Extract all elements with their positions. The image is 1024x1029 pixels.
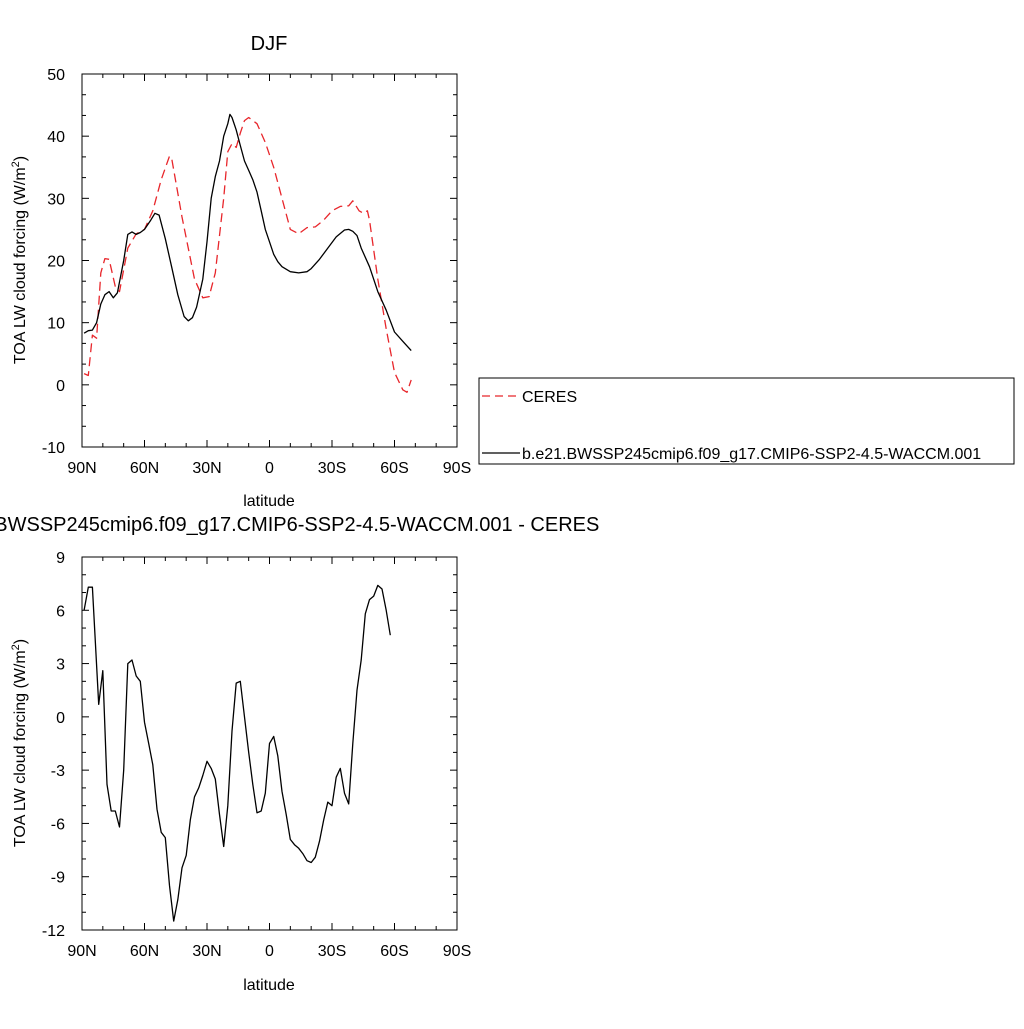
top-panel: DJF 90N 60N 30N 0 30S 60S 90S -10 0 10 20 30 40 50 l… — [10, 33, 471, 510]
bottom-x-tick-label: 30N — [192, 943, 221, 960]
top-y-axis-label: TOA LW cloud forcing (W/m2) — [10, 156, 29, 364]
top-y-axis-label-close: ) — [12, 156, 29, 161]
top-series-group — [83, 113, 412, 393]
top-x-axis-label: latitude — [243, 493, 295, 510]
bottom-y-tick-label: 6 — [56, 603, 65, 620]
top-x-tick-label: 90S — [443, 460, 471, 477]
top-series-line-ceres — [83, 116, 412, 393]
top-x-axis: 90N 60N 30N 0 30S 60S 90S — [67, 74, 471, 477]
bottom-x-axis-label: latitude — [243, 977, 295, 994]
top-x-tick-label: 30N — [192, 460, 221, 477]
bottom-x-tick-label: 60N — [130, 943, 159, 960]
bottom-x-tick-label: 60S — [380, 943, 408, 960]
bottom-x-axis: 90N 60N 30N 0 30S 60S 90S — [67, 557, 471, 960]
top-y-axis: -10 0 10 20 30 40 50 — [42, 67, 457, 457]
bottom-y-tick-label: -9 — [51, 870, 65, 887]
top-y-axis-label-main: TOA LW cloud forcing (W/m — [12, 167, 29, 364]
legend-label-ceres: CERES — [522, 389, 577, 406]
top-y-tick-label: 20 — [47, 254, 65, 271]
top-series-line-model — [83, 113, 412, 352]
bottom-y-tick-label: -3 — [51, 763, 65, 780]
legend: CERES b.e21.BWSSP245cmip6.f09_g17.CMIP6-… — [478, 377, 1015, 465]
bottom-x-tick-label: 90S — [443, 943, 471, 960]
bottom-y-tick-label: 0 — [56, 710, 65, 727]
top-x-tick-label: 60N — [130, 460, 159, 477]
top-x-tick-label: 30S — [318, 460, 346, 477]
bottom-y-tick-label: 9 — [56, 550, 65, 567]
bottom-series-line-difference — [83, 584, 391, 922]
bottom-series-group — [83, 584, 391, 922]
top-y-axis-label-sup: 2 — [10, 161, 22, 167]
bottom-x-tick-label: 90N — [67, 943, 96, 960]
top-plot-frame — [81, 73, 458, 448]
bottom-y-tick-label: -6 — [51, 816, 65, 833]
top-y-tick-label: 30 — [47, 191, 65, 208]
top-y-tick-label: -10 — [42, 440, 65, 457]
bottom-y-tick-label: 3 — [56, 657, 65, 674]
top-y-tick-label: 40 — [47, 129, 65, 146]
top-panel-title: DJF — [251, 33, 288, 55]
legend-box — [478, 377, 1015, 465]
top-y-tick-label: 0 — [56, 378, 65, 395]
legend-label-model: b.e21.BWSSP245cmip6.f09_g17.CMIP6-SSP2-4… — [522, 446, 981, 463]
bottom-y-axis: -12 -9 -6 -3 0 3 6 9 — [42, 550, 457, 940]
bottom-panel: b.e21.BWSSP245cmip6.f09_g17.CMIP6-SSP2-4… — [0, 514, 599, 994]
bottom-y-axis-label-close: ) — [12, 639, 29, 644]
bottom-x-tick-label: 30S — [318, 943, 346, 960]
top-y-tick-label: 10 — [47, 316, 65, 333]
bottom-y-axis-label-main: TOA LW cloud forcing (W/m — [12, 650, 29, 847]
bottom-y-axis-label: TOA LW cloud forcing (W/m2) — [10, 639, 29, 847]
bottom-y-axis-label-sup: 2 — [10, 644, 22, 650]
top-x-tick-label: 0 — [265, 460, 274, 477]
top-y-tick-label: 50 — [47, 67, 65, 84]
top-x-tick-label: 90N — [67, 460, 96, 477]
bottom-y-tick-label: -12 — [42, 923, 65, 940]
bottom-panel-title: b.e21.BWSSP245cmip6.f09_g17.CMIP6-SSP2-4… — [0, 514, 599, 536]
bottom-x-tick-label: 0 — [265, 943, 274, 960]
top-x-tick-label: 60S — [380, 460, 408, 477]
